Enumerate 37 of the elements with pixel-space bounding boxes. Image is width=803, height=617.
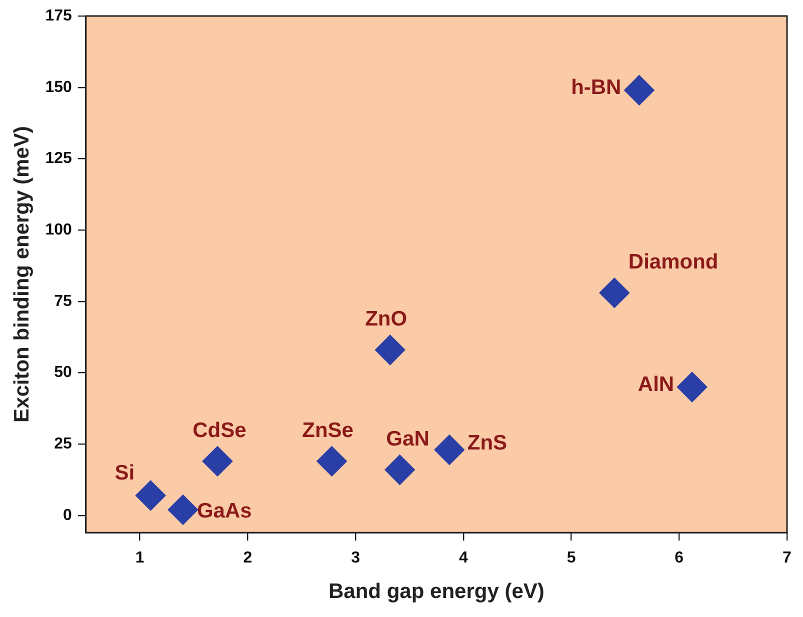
x-tick-label: 3: [351, 550, 360, 567]
y-axis-title: Exciton binding energy (meV): [10, 126, 34, 422]
point: [375, 334, 406, 365]
point: [316, 446, 347, 476]
annotation: AlN: [638, 372, 674, 396]
y-tick-label: 150: [45, 78, 72, 96]
x-axis-title: Band gap energy (eV): [328, 580, 544, 604]
x-tick-label: 1: [135, 550, 144, 567]
annotation: Diamond: [628, 250, 718, 274]
point: [434, 434, 464, 465]
x-tick-label: 5: [566, 550, 576, 567]
point: [624, 75, 654, 106]
point: [384, 454, 415, 485]
point: [599, 278, 630, 308]
y-tick-label: 0: [62, 506, 72, 524]
y-tick-label: 100: [45, 221, 72, 238]
annotation: Si: [114, 461, 135, 484]
x-tick-label: 4: [458, 550, 468, 567]
annotation: GaAs: [196, 500, 252, 523]
annotation: GaN: [386, 428, 430, 451]
annotation: CdSe: [192, 419, 246, 442]
x-tick-label: 6: [674, 550, 684, 567]
annotation: ZnSe: [302, 419, 354, 442]
point: [202, 446, 232, 476]
y-tick-label: 125: [45, 150, 72, 168]
point: [136, 480, 166, 510]
x-tick-label: 2: [243, 550, 252, 567]
y-tick-label: 175: [45, 7, 72, 24]
x-tick-label: 7: [782, 550, 792, 567]
annotation: ZnO: [365, 308, 408, 331]
annotation: ZnS: [467, 432, 508, 455]
y-tick-label: 50: [54, 364, 72, 382]
point: [168, 494, 198, 525]
y-tick-label: 25: [54, 436, 72, 453]
annotation: h-BN: [571, 76, 622, 100]
point: [677, 372, 708, 402]
y-tick-label: 75: [54, 292, 72, 310]
